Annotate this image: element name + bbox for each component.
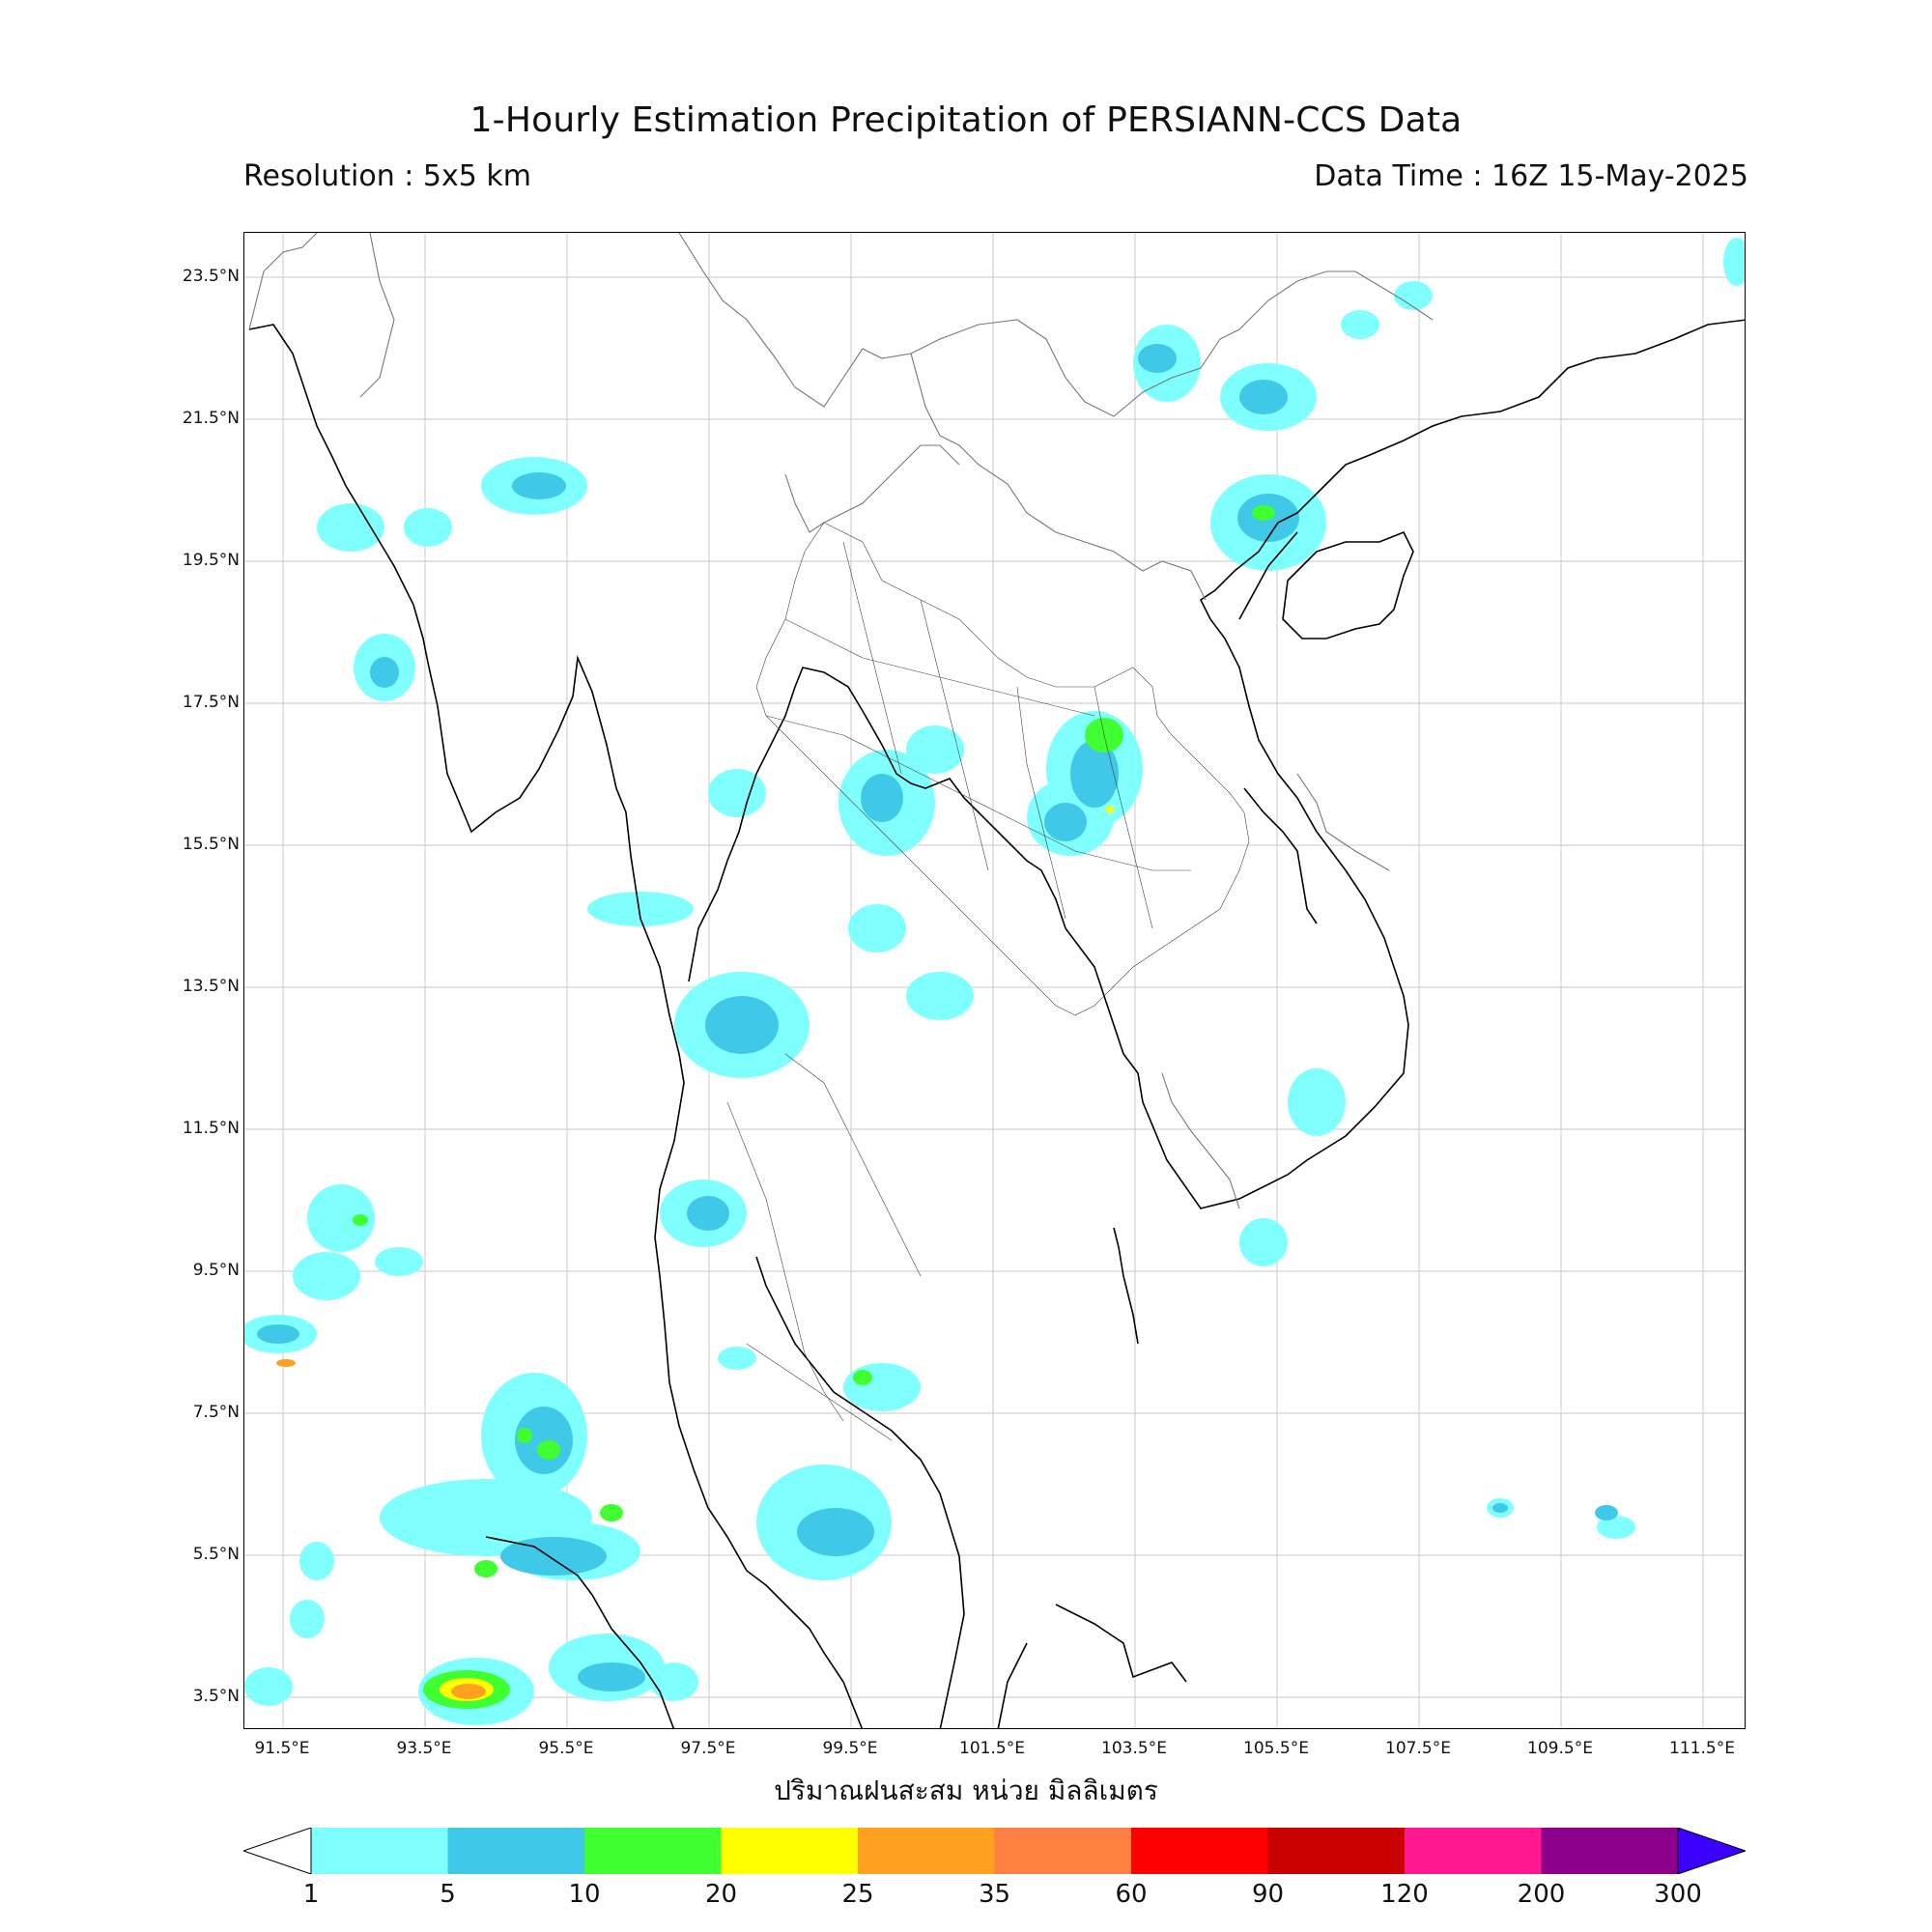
map-panel [243,232,1746,1729]
colorbar-segment [858,1828,995,1874]
rain-35mm-cells [276,1359,486,1699]
colorbar-tick-label: 5 [440,1880,456,1909]
colorbar-segment [447,1828,585,1874]
lat-tick-label: 7.5°N [192,1403,240,1422]
lat-tick-label: 3.5°N [192,1687,240,1706]
colorbar-tick-label: 120 [1380,1880,1429,1909]
colorbar-segment [311,1828,448,1874]
lat-tick-label: 17.5°N [182,693,240,712]
colorbar-tick-label: 35 [978,1880,1011,1909]
rain-moderate-cells [257,344,1618,1691]
lon-tick-label: 93.5°E [396,1739,452,1758]
colorbar-segment [1405,1828,1542,1874]
country-borders [248,233,1434,1209]
colorbar-segment [584,1828,722,1874]
lon-tick-label: 99.5°E [822,1739,878,1758]
colorbar-tick-label: 20 [704,1880,738,1909]
colorbar [243,1828,1746,1874]
precipitation-layer [244,238,1745,1725]
province-boundaries [726,522,1250,1441]
colorbar-tick-label: 90 [1251,1880,1285,1909]
map-svg [244,233,1745,1728]
lat-tick-label: 5.5°N [192,1545,240,1564]
colorbar-tick-label: 1 [302,1880,320,1909]
lat-tick-label: 19.5°N [182,551,240,570]
colorbar-tick-label: 10 [568,1880,601,1909]
colorbar-tick-label: 300 [1654,1880,1702,1909]
colorbar-over-arrow [1677,1828,1746,1874]
lon-tick-label: 107.5°E [1385,1739,1451,1758]
lat-tick-label: 9.5°N [192,1261,240,1280]
lat-tick-label: 15.5°N [182,835,240,854]
colorbar-tick-label: 60 [1115,1880,1148,1909]
x-axis-label: ปริมาณฝนสะสม หน่วย มิลลิเมตร [774,1775,1158,1806]
lon-tick-label: 103.5°E [1101,1739,1167,1758]
lat-tick-label: 23.5°N [182,267,240,286]
colorbar-segment [994,1828,1132,1874]
colorbar-segment [1131,1828,1268,1874]
rain-light-cells [244,238,1745,1725]
lat-tick-label: 13.5°N [182,977,240,996]
lat-tick-label: 11.5°N [182,1119,240,1138]
colorbar-segment [1267,1828,1406,1874]
resolution-label: Resolution : 5x5 km [243,159,531,193]
colorbar-tick-label: 25 [841,1880,874,1909]
coastlines [248,319,1745,1728]
lon-tick-label: 95.5°E [538,1739,594,1758]
lon-tick-label: 91.5°E [254,1739,310,1758]
colorbar-tick-label: 200 [1517,1880,1566,1909]
colorbar-segment [721,1828,859,1874]
lon-tick-label: 111.5°E [1669,1739,1735,1758]
lon-tick-label: 109.5°E [1527,1739,1593,1758]
colorbar-under-arrow [243,1828,312,1874]
lon-tick-label: 97.5°E [680,1739,736,1758]
lon-tick-label: 101.5°E [959,1739,1025,1758]
data-time-label: Data Time : 16Z 15-May-2025 [1314,159,1748,193]
colorbar-segment [1541,1828,1679,1874]
map-title: 1-Hourly Estimation Precipitation of PER… [469,100,1463,140]
lat-tick-label: 21.5°N [182,409,240,428]
lon-tick-label: 105.5°E [1243,1739,1309,1758]
